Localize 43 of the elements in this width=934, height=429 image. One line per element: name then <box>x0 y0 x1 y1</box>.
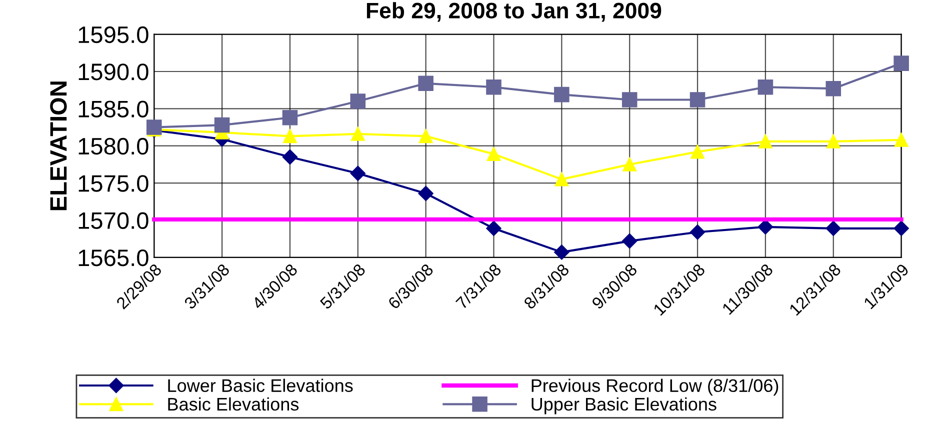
y-tick-label: 1575.0 <box>78 175 148 192</box>
point <box>622 158 637 172</box>
point <box>282 110 298 126</box>
y-tick-label: 1595.0 <box>78 26 148 44</box>
point <box>486 79 502 95</box>
point <box>418 129 433 144</box>
y-axis-title: ELEVATION <box>50 82 67 210</box>
point <box>554 86 570 102</box>
point <box>486 147 501 161</box>
point <box>486 220 502 236</box>
point <box>690 92 706 108</box>
point <box>690 144 704 159</box>
legend-label: Basic Elevations <box>168 397 299 411</box>
legend-label: Upper Basic Elevations <box>532 397 716 414</box>
point <box>350 94 366 109</box>
point <box>350 127 365 141</box>
point <box>826 134 840 148</box>
y-tick-label: 1565.0 <box>78 249 148 266</box>
point <box>622 92 638 108</box>
point <box>894 220 909 236</box>
point <box>826 80 842 96</box>
legend-label: Lower Basic Elevations <box>168 378 353 392</box>
point <box>894 56 909 71</box>
y-tick-label: 1585.0 <box>78 100 148 118</box>
y-tick-label: 1580.0 <box>78 138 148 155</box>
chart-title: Feb 29, 2008 to Jan 31, 2009 <box>366 2 662 22</box>
y-tick-label: 1590.0 <box>78 64 148 80</box>
point <box>758 134 772 148</box>
point <box>418 186 434 202</box>
point <box>283 129 297 144</box>
point <box>214 117 230 133</box>
legend-label: Previous Record Low (8/31/06) <box>532 378 778 396</box>
point <box>826 220 841 236</box>
point <box>554 172 569 186</box>
point <box>758 79 774 95</box>
point <box>418 76 434 92</box>
point <box>622 233 638 249</box>
point <box>894 132 908 147</box>
point <box>350 166 366 181</box>
y-tick-label: 1570.0 <box>78 212 148 230</box>
point <box>282 149 298 165</box>
point <box>554 244 570 260</box>
point <box>690 224 706 240</box>
